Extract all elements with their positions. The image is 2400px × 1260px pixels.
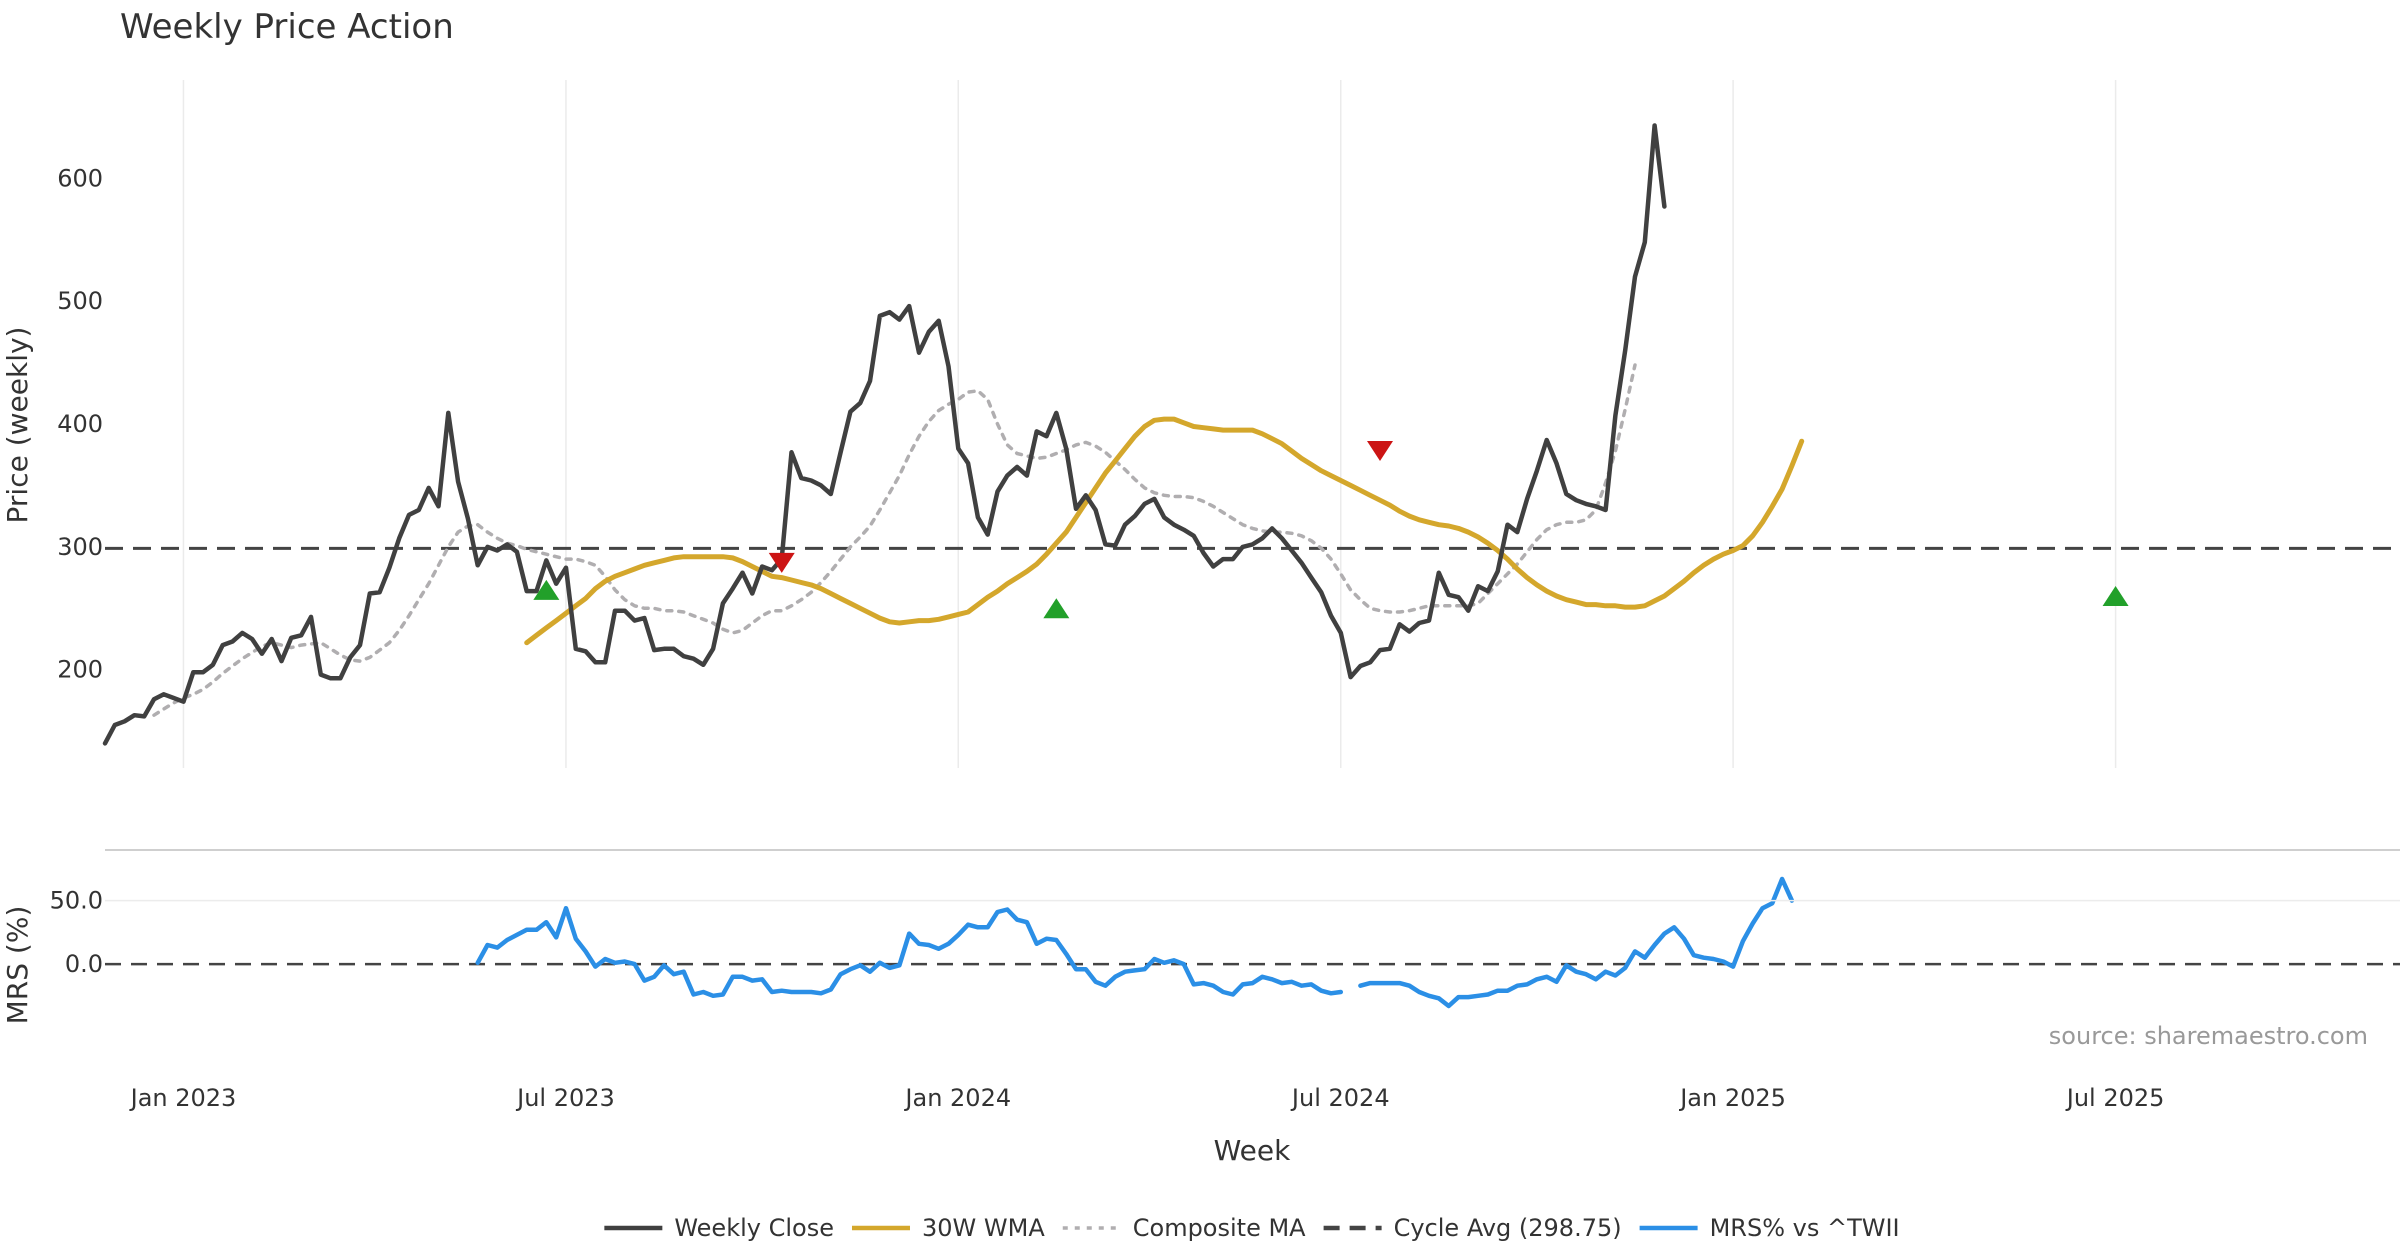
sell-signal-marker: [1367, 441, 1393, 462]
x-tick-label: Jan 2023: [129, 1084, 237, 1112]
legend-label: Composite MA: [1133, 1214, 1306, 1242]
mrs-axis-label: MRS (%): [1, 906, 34, 1025]
price-y-tick-label: 200: [57, 656, 103, 684]
mrs-y-tick-label: 50.0: [50, 887, 103, 915]
legend-item: Composite MA: [1062, 1214, 1306, 1242]
chart-title: Weekly Price Action: [120, 7, 454, 47]
mrs-y-ticks: 0.0 50.0: [50, 887, 2400, 978]
vertical-gridlines: [182, 80, 2117, 768]
series-30w-wma: [524, 416, 1805, 646]
legend-label: 30W WMA: [922, 1214, 1045, 1242]
legend-label: Weekly Close: [674, 1214, 834, 1242]
price-y-tick-label: 500: [57, 287, 103, 315]
x-axis-ticks: Jan 2023 Jul 2023 Jan 2024 Jul 2024 Jan 2025…: [129, 1084, 2165, 1112]
x-tick-label: Jul 2024: [1290, 1084, 1390, 1112]
x-axis-label: Week: [1214, 1134, 1291, 1167]
x-tick-label: Jul 2023: [515, 1084, 615, 1112]
buy-signal-marker: [533, 579, 560, 600]
legend-item: Cycle Avg (298.75): [1323, 1214, 1622, 1242]
legend: Weekly Close 30W WMA Composite MA Cycle Avg…: [604, 1214, 1900, 1242]
buy-signal-marker: [1043, 598, 1070, 619]
legend-item: Weekly Close: [604, 1214, 834, 1242]
x-tick-label: Jan 2024: [903, 1084, 1011, 1112]
x-tick-label: Jan 2025: [1678, 1084, 1786, 1112]
price-y-tick-label: 300: [57, 533, 103, 561]
price-series-group: [102, 123, 1805, 746]
series-weekly-close: [102, 123, 1667, 746]
series-composite-ma: [152, 363, 1637, 717]
legend-label: Cycle Avg (298.75): [1394, 1214, 1622, 1242]
price-y-tick-label: 600: [57, 164, 103, 192]
signal-markers: [533, 441, 2129, 619]
sell-signal-marker: [768, 552, 795, 573]
price-axis-label: Price (weekly): [1, 327, 34, 524]
legend-label: MRS% vs ^TWII: [1710, 1214, 1900, 1242]
legend-item: 30W WMA: [851, 1214, 1045, 1242]
legend-item: MRS% vs ^TWII: [1639, 1214, 1900, 1242]
source-note: source: sharemaestro.com: [2049, 1022, 2368, 1050]
price-y-ticks: 200 300 400 500 600: [57, 164, 103, 683]
buy-signal-marker: [2102, 586, 2129, 606]
series-mrs-vs-twii: [475, 876, 1795, 1009]
x-tick-label: Jul 2025: [2065, 1084, 2165, 1112]
price-y-tick-label: 400: [57, 410, 103, 438]
mrs-series-group: [475, 876, 1795, 1009]
mrs-y-tick-label: 0.0: [65, 950, 103, 978]
